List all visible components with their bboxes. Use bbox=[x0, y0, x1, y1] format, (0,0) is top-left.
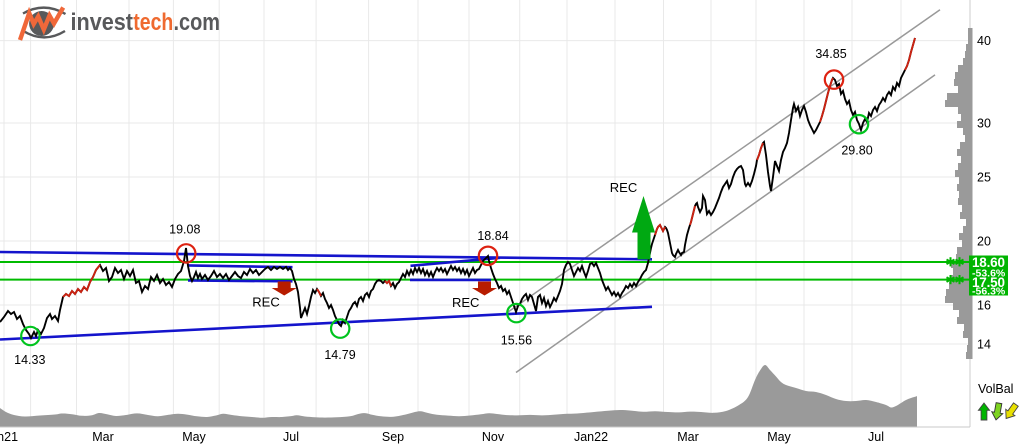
svg-text:30: 30 bbox=[977, 117, 991, 131]
svg-text:May: May bbox=[182, 430, 206, 444]
svg-text:20: 20 bbox=[977, 235, 991, 249]
svg-text:40: 40 bbox=[977, 34, 991, 48]
svg-text:15.56: 15.56 bbox=[501, 333, 532, 347]
svg-text:18.84: 18.84 bbox=[477, 229, 508, 243]
svg-text:REC: REC bbox=[610, 180, 637, 195]
svg-text:VolBal: VolBal bbox=[978, 382, 1013, 396]
svg-text:Sep: Sep bbox=[382, 430, 404, 444]
svg-text:14.33: 14.33 bbox=[14, 353, 45, 367]
svg-text:invest: invest bbox=[71, 9, 134, 36]
svg-text:Jul: Jul bbox=[283, 430, 299, 444]
svg-text:Jul: Jul bbox=[868, 430, 884, 444]
svg-text:-56.3%: -56.3% bbox=[972, 286, 1006, 298]
svg-text:25: 25 bbox=[977, 171, 991, 185]
svg-text:Jan21: Jan21 bbox=[0, 430, 18, 444]
svg-text:17.50: 17.50 bbox=[972, 275, 1005, 290]
svg-text:REC: REC bbox=[252, 295, 279, 310]
svg-text:Nov: Nov bbox=[482, 430, 505, 444]
svg-text:tech: tech bbox=[133, 9, 173, 36]
svg-text:REC: REC bbox=[452, 295, 479, 310]
svg-text:May: May bbox=[767, 430, 791, 444]
svg-text:18.60: 18.60 bbox=[972, 255, 1005, 270]
svg-text:29.80: 29.80 bbox=[841, 144, 872, 158]
svg-text:14: 14 bbox=[977, 338, 991, 352]
svg-text:34.85: 34.85 bbox=[815, 47, 846, 61]
svg-text:Mar: Mar bbox=[677, 430, 699, 444]
svg-text:16: 16 bbox=[977, 299, 991, 313]
svg-text:-53.6%: -53.6% bbox=[972, 268, 1006, 280]
svg-text:Jan22: Jan22 bbox=[574, 430, 608, 444]
svg-text:14.79: 14.79 bbox=[324, 348, 355, 362]
svg-text:Mar: Mar bbox=[92, 430, 114, 444]
svg-text:.com: .com bbox=[174, 9, 221, 36]
svg-text:19.08: 19.08 bbox=[169, 223, 200, 237]
